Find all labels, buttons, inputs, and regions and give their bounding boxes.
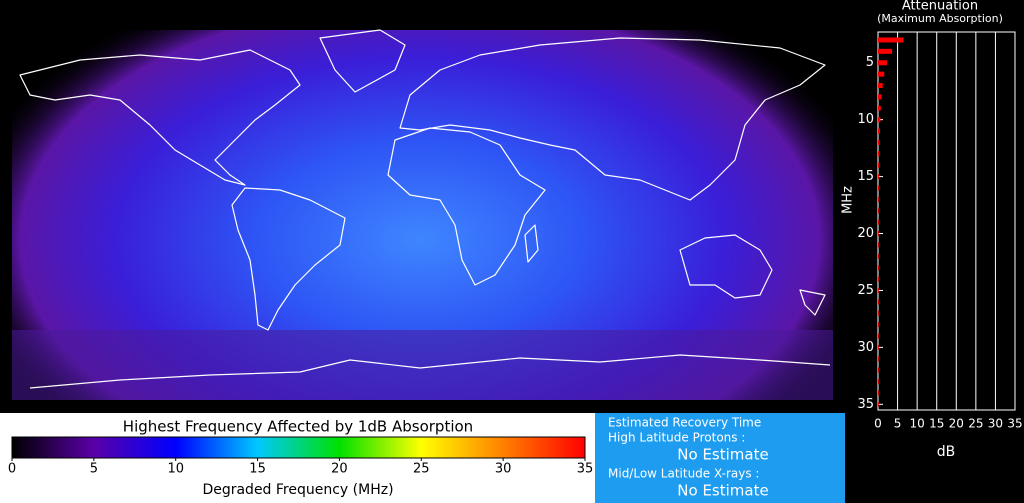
panel-background xyxy=(595,413,845,503)
bar xyxy=(878,231,879,237)
bar xyxy=(878,151,880,157)
coastlines xyxy=(19,29,831,389)
bar xyxy=(878,367,879,373)
bar xyxy=(878,287,879,293)
bar xyxy=(878,185,879,191)
recovery-panel: Estimated Recovery Time High Latitude Pr… xyxy=(595,413,845,503)
colorbar-tick-label: 10 xyxy=(167,462,184,477)
bar xyxy=(878,265,879,271)
bar xyxy=(878,83,883,89)
bar xyxy=(878,208,879,214)
eurasia xyxy=(399,37,826,201)
bar xyxy=(878,299,879,305)
bar xyxy=(878,162,880,168)
y-tick-label: 30 xyxy=(857,340,874,355)
x-tick-label: 10 xyxy=(910,417,925,431)
xrays-value: No Estimate xyxy=(677,482,768,500)
chart-subtitle: (Maximum Absorption) xyxy=(877,12,1003,25)
bar xyxy=(878,174,880,180)
bar xyxy=(878,48,893,54)
colorbar-tick-label: 20 xyxy=(331,462,348,477)
bar xyxy=(878,60,888,66)
chart-title: Attenuation xyxy=(902,0,978,14)
colorbar-tick-label: 15 xyxy=(249,462,266,477)
colorbar xyxy=(11,436,586,459)
x-tick-label: 25 xyxy=(968,417,983,431)
absorption-field xyxy=(12,30,833,400)
x-tick-label: 5 xyxy=(894,417,902,431)
colorbar-tick-label: 30 xyxy=(495,462,512,477)
north-america xyxy=(19,49,301,186)
y-tick-label: 5 xyxy=(866,55,874,70)
y-tick-label: 10 xyxy=(857,112,874,127)
y-tick-label: 25 xyxy=(857,283,874,298)
colorbar-tick-label: 25 xyxy=(413,462,430,477)
x-tick-label: 35 xyxy=(1007,417,1022,431)
bar xyxy=(878,37,904,43)
absorption-polar xyxy=(12,330,833,400)
greenland xyxy=(319,29,406,93)
bar xyxy=(878,253,879,259)
australia xyxy=(679,234,773,299)
new-zealand xyxy=(799,289,826,316)
map xyxy=(12,29,833,400)
colorbar-tick-label: 5 xyxy=(90,462,98,477)
madagascar xyxy=(524,224,539,263)
plot-area xyxy=(877,31,1016,411)
bar xyxy=(878,401,879,407)
bar xyxy=(878,139,880,145)
bar xyxy=(878,379,879,385)
legend-title: Highest Frequency Affected by 1dB Absorp… xyxy=(123,418,473,436)
x-tick-label: 30 xyxy=(988,417,1003,431)
bar xyxy=(878,276,879,282)
bar xyxy=(878,71,885,77)
bar xyxy=(878,322,879,328)
attenuation-chart: Attenuation (Maximum Absorption) MHz dB xyxy=(841,0,1003,460)
y-tick-label: 15 xyxy=(857,169,874,184)
y-tick-label: 35 xyxy=(857,397,874,412)
x-tick-label: 0 xyxy=(874,417,882,431)
protons-label: High Latitude Protons : xyxy=(608,431,745,445)
y-tick-label: 20 xyxy=(857,226,874,241)
x-axis-label: dB xyxy=(937,444,956,460)
protons-value: No Estimate xyxy=(677,446,768,464)
bar xyxy=(878,390,879,396)
bar xyxy=(878,356,879,362)
bar xyxy=(878,242,879,248)
bar xyxy=(878,344,879,350)
legend-label: Degraded Frequency (MHz) xyxy=(202,482,393,498)
colorbar-tick-label: 35 xyxy=(577,462,594,477)
bar xyxy=(878,94,882,100)
bar xyxy=(878,219,879,225)
africa xyxy=(387,127,546,286)
south-america xyxy=(231,187,346,331)
bar xyxy=(878,310,879,316)
bar xyxy=(878,117,881,123)
bar xyxy=(878,105,881,111)
bar xyxy=(878,333,879,339)
colorbar-tick-label: 0 xyxy=(8,462,16,477)
bar xyxy=(878,128,880,134)
antarctica xyxy=(29,354,831,389)
x-tick-label: 20 xyxy=(949,417,964,431)
panel-title: Estimated Recovery Time xyxy=(608,416,761,430)
y-axis-label: MHz xyxy=(841,186,856,214)
xrays-label: Mid/Low Latitude X-rays : xyxy=(608,467,759,481)
bar xyxy=(878,196,879,202)
x-tick-label: 15 xyxy=(929,417,944,431)
